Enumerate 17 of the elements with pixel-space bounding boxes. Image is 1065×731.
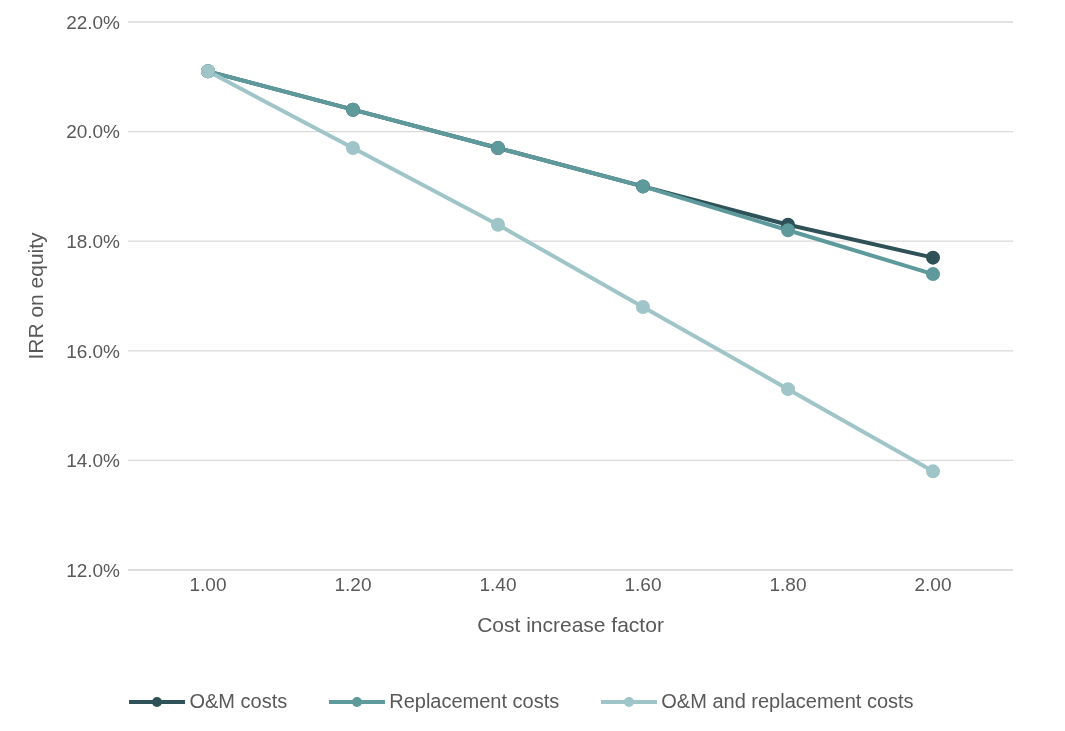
- x-tick-label: 1.20: [334, 574, 372, 596]
- y-tick-label: 16.0%: [66, 340, 121, 362]
- x-tick-label: 1.80: [769, 574, 807, 596]
- y-axis-title: IRR on equity: [24, 231, 48, 360]
- legend-label: O&M and replacement costs: [661, 690, 914, 713]
- legend-label: O&M costs: [189, 690, 288, 713]
- y-tick-label: 18.0%: [66, 230, 121, 252]
- x-tick-label: 1.00: [189, 574, 227, 596]
- y-tick-label: 22.0%: [66, 11, 121, 33]
- x-tick-label: 1.60: [624, 574, 662, 596]
- x-tick-label: 2.00: [914, 574, 952, 596]
- legend-label: Replacement costs: [389, 690, 560, 713]
- y-tick-label: 14.0%: [66, 450, 121, 472]
- y-tick-label: 12.0%: [66, 559, 121, 581]
- y-tick-label: 20.0%: [66, 121, 121, 143]
- x-tick-label: 1.40: [479, 574, 517, 596]
- x-axis-title: Cost increase factor: [477, 613, 664, 636]
